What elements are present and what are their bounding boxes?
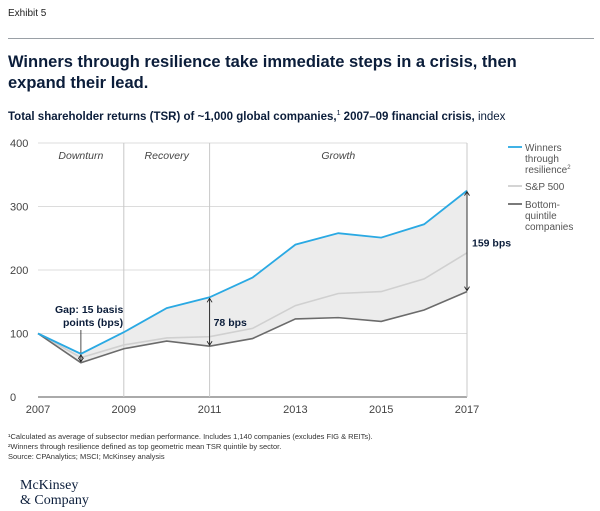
- legend-winners-text: Winners: [525, 143, 562, 154]
- gap-2011-arrow-head-top: [206, 297, 213, 303]
- mckinsey-logo: McKinsey & Company: [20, 478, 89, 508]
- gap-2017-arrow-head-bottom: [464, 286, 470, 292]
- y-tick-label: 100: [10, 329, 28, 341]
- source-note: Source: CPAnalytics; MSCI; McKinsey anal…: [8, 452, 165, 461]
- gap-2011-label: 78 bps: [214, 317, 247, 329]
- legend-winners-text: resilience2: [525, 165, 571, 176]
- header-divider: [8, 38, 594, 39]
- gap-2011-arrow-head-bottom: [206, 340, 213, 347]
- legend-winners-text: through: [525, 154, 559, 165]
- tsr-line-chart: 0 100 200 300 400 2007 2009 2011 2013 2015 2017 Dow…: [10, 138, 573, 416]
- exhibit-label: Exhibit 5: [8, 8, 47, 19]
- phase-label: Downturn: [58, 150, 103, 162]
- legend-bottom-text: companies: [525, 222, 573, 233]
- x-tick-label: 2013: [283, 404, 307, 416]
- x-tick-label: 2011: [198, 404, 222, 416]
- logo-line-2: & Company: [20, 493, 89, 508]
- headline: Winners through resilience take immediat…: [8, 53, 517, 92]
- subtitle-bold: Total shareholder returns (TSR) of ~1,00…: [8, 110, 337, 123]
- subtitle-footnote-mark: 1: [336, 110, 341, 117]
- phase-label: Recovery: [145, 150, 190, 162]
- subtitle-bold-2: 2007–09 financial crisis,: [340, 110, 475, 123]
- legend-bottom-text: quintile: [525, 211, 557, 222]
- legend-winners-footnote-mark: 2: [567, 165, 571, 171]
- series-line: [37, 290, 468, 364]
- y-tick-label: 300: [10, 202, 28, 214]
- gap-label-line-2: points (bps): [63, 317, 123, 329]
- logo-line-1: McKinsey: [20, 478, 79, 493]
- subtitle-rest: index: [474, 110, 506, 123]
- footnote-2: ²Winners through resilience defined as t…: [8, 442, 282, 451]
- x-tick-label: 2009: [112, 404, 136, 416]
- y-tick-label: 0: [10, 392, 16, 404]
- series-line: [37, 189, 468, 355]
- x-tick-label: 2017: [455, 404, 479, 416]
- gap-2008-arrow-head-bottom: [78, 357, 84, 363]
- y-tick-label: 400: [10, 138, 28, 150]
- gap-2017-arrow-head-top: [464, 190, 470, 196]
- gap-2017-label: 159 bps: [472, 238, 511, 250]
- footnote-1: ¹Calculated as average of subsector medi…: [8, 432, 373, 441]
- series-line: [37, 252, 468, 359]
- gap-2008-arrow-head-top: [78, 353, 84, 360]
- gap-label-line-1: Gap: 15 basis: [55, 304, 123, 316]
- legend-sp500-text: S&P 500: [525, 182, 565, 193]
- x-tick-label: 2015: [369, 404, 393, 416]
- x-tick-label: 2007: [26, 404, 50, 416]
- chart-subtitle: Total shareholder returns (TSR) of ~1,00…: [8, 110, 505, 123]
- legend-bottom-text: Bottom-: [525, 200, 560, 211]
- phase-label: Growth: [321, 150, 355, 162]
- y-tick-label: 200: [10, 265, 28, 277]
